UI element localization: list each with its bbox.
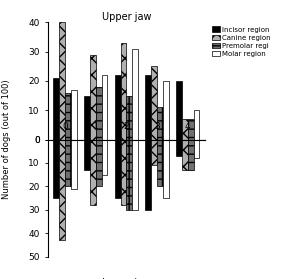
Bar bbox=[163, 140, 169, 198]
Bar bbox=[151, 140, 157, 165]
Bar bbox=[59, 140, 65, 240]
Bar bbox=[126, 95, 132, 140]
Bar bbox=[145, 140, 151, 210]
Bar bbox=[194, 110, 200, 140]
Bar bbox=[53, 78, 59, 140]
Bar bbox=[84, 140, 90, 170]
Bar bbox=[157, 107, 163, 140]
Legend: Incisor region, Canine region, Premolar regi, Molar region: Incisor region, Canine region, Premolar … bbox=[211, 26, 271, 57]
Bar bbox=[194, 140, 200, 158]
Bar bbox=[188, 119, 194, 140]
Title: Upper jaw: Upper jaw bbox=[102, 11, 151, 21]
Bar bbox=[71, 140, 77, 189]
Bar bbox=[90, 54, 96, 140]
Bar bbox=[176, 140, 182, 156]
Bar bbox=[182, 119, 188, 140]
Text: Number of dogs (out of 100): Number of dogs (out of 100) bbox=[2, 80, 11, 199]
Bar bbox=[65, 93, 71, 140]
Bar bbox=[121, 43, 126, 140]
Bar bbox=[71, 90, 77, 140]
Bar bbox=[59, 22, 65, 140]
Bar bbox=[132, 49, 138, 140]
Bar bbox=[145, 75, 151, 140]
Bar bbox=[115, 140, 121, 198]
Bar bbox=[90, 140, 96, 205]
Bar bbox=[101, 140, 107, 175]
Bar bbox=[176, 81, 182, 140]
X-axis label: Periodontal index (degree): Periodontal index (degree) bbox=[66, 158, 187, 167]
Bar bbox=[96, 140, 101, 186]
Text: Lower jaw: Lower jaw bbox=[102, 278, 151, 279]
Bar bbox=[121, 140, 126, 205]
Bar bbox=[163, 81, 169, 140]
Bar bbox=[84, 95, 90, 140]
Bar bbox=[115, 75, 121, 140]
Bar bbox=[157, 140, 163, 186]
Bar bbox=[132, 140, 138, 210]
Bar bbox=[101, 75, 107, 140]
Bar bbox=[126, 140, 132, 210]
Bar bbox=[188, 140, 194, 170]
Bar bbox=[65, 140, 71, 186]
Bar bbox=[96, 87, 101, 140]
Bar bbox=[53, 140, 59, 198]
Bar bbox=[182, 140, 188, 170]
Bar bbox=[151, 66, 157, 140]
